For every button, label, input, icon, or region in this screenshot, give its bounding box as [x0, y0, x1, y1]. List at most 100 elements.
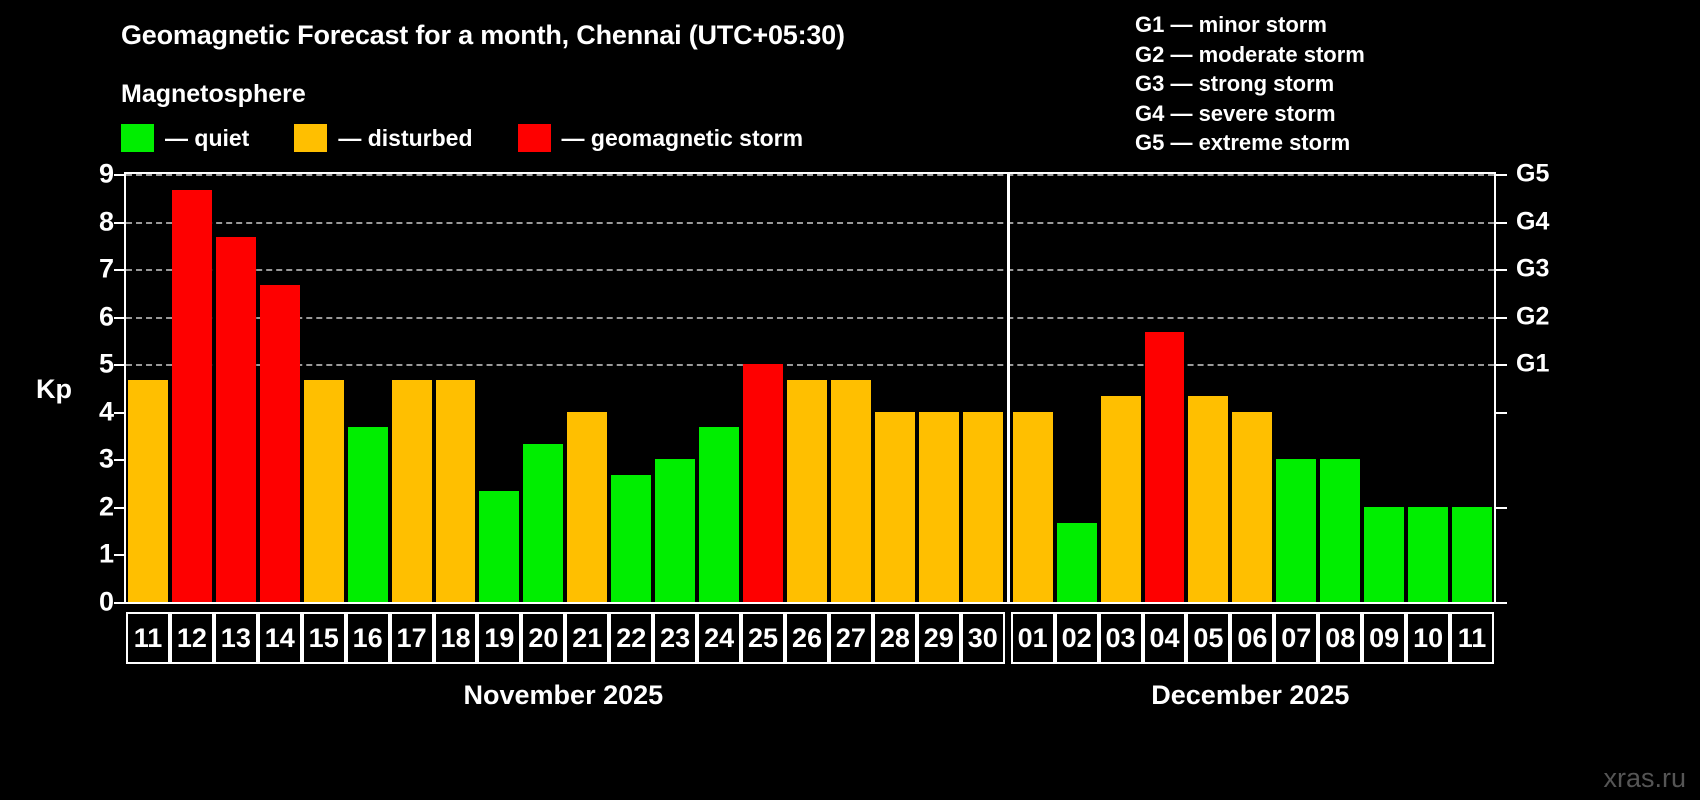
g-tickmark-G5 [1496, 174, 1507, 176]
day-label-22[interactable]: 22 [609, 612, 654, 664]
bar-day-17[interactable] [391, 379, 432, 602]
day-label-11[interactable]: 11 [1450, 612, 1494, 664]
g-tickmark-G3 [1496, 269, 1507, 272]
bar-day-19[interactable] [479, 491, 520, 602]
day-label-07[interactable]: 07 [1274, 612, 1319, 664]
bar-day-26[interactable] [787, 379, 827, 602]
bar-day-10[interactable] [1408, 506, 1449, 602]
kp-tickmark-2 [114, 506, 124, 509]
kp-axis: 0 1 2 3 4 5 6 7 8 9 [62, 159, 114, 617]
kp-tickmark-8 [114, 221, 124, 224]
g-tickmark-G4 [1496, 221, 1507, 224]
day-label-20[interactable]: 20 [521, 612, 566, 664]
day-label-24[interactable]: 24 [697, 612, 742, 664]
day-label-08[interactable]: 08 [1318, 612, 1363, 664]
legend-item-storm: — geomagnetic storm [517, 124, 803, 152]
day-label-29[interactable]: 29 [916, 612, 961, 664]
day-label-09[interactable]: 09 [1362, 612, 1407, 664]
bar-day-30[interactable] [962, 411, 1003, 602]
legend-swatch-disturbed [294, 124, 328, 152]
legend-item-disturbed: — disturbed [294, 124, 473, 152]
bar-day-09[interactable] [1364, 506, 1405, 602]
day-label-25[interactable]: 25 [741, 612, 786, 664]
g-tickmark-G2 [1496, 316, 1507, 319]
day-label-16[interactable]: 16 [345, 612, 390, 664]
day-label-23[interactable]: 23 [653, 612, 698, 664]
bar-day-20[interactable] [523, 443, 564, 602]
bar-day-05[interactable] [1188, 396, 1229, 602]
day-label-02[interactable]: 02 [1054, 612, 1099, 664]
day-label-13[interactable]: 13 [213, 612, 258, 664]
bar-day-14[interactable] [259, 284, 300, 602]
bar-day-21[interactable] [567, 411, 608, 602]
bar-day-11[interactable] [1452, 506, 1492, 602]
day-label-05[interactable]: 05 [1186, 612, 1231, 664]
bar-day-07[interactable] [1276, 459, 1317, 602]
day-label-12[interactable]: 12 [169, 612, 214, 664]
day-label-18[interactable]: 18 [433, 612, 478, 664]
day-label-19[interactable]: 19 [477, 612, 522, 664]
kp-tick-0: 0 [98, 586, 114, 617]
day-label-17[interactable]: 17 [389, 612, 434, 664]
day-label-14[interactable]: 14 [257, 612, 302, 664]
g-tick-G5: G5 [1516, 159, 1550, 188]
page-title: Geomagnetic Forecast for a month, Chenna… [121, 20, 845, 50]
g-tick-G2: G2 [1516, 302, 1550, 331]
bar-day-23[interactable] [655, 459, 696, 602]
day-label-15[interactable]: 15 [301, 612, 346, 664]
bar-day-08[interactable] [1320, 459, 1361, 602]
bar-day-29[interactable] [918, 411, 959, 602]
bar-day-11[interactable] [128, 379, 168, 602]
day-label-03[interactable]: 03 [1098, 612, 1143, 664]
gridline-kp-6 [126, 316, 1494, 319]
g-tick-G4: G4 [1516, 207, 1550, 236]
g-tick-G3: G3 [1516, 254, 1550, 283]
day-label-30[interactable]: 30 [960, 612, 1005, 664]
kp-tickmark-0 [114, 602, 124, 604]
day-label-06[interactable]: 06 [1230, 612, 1275, 664]
g-tickmark-minor-kp-2 [1496, 506, 1507, 509]
g-tick-G1: G1 [1516, 349, 1550, 378]
month-caption-2: December 2025 [1151, 680, 1350, 710]
kp-tickmark-6 [114, 316, 124, 319]
month-caption-1: November 2025 [463, 680, 664, 710]
legend-label-disturbed: — disturbed [338, 124, 473, 151]
bar-day-01[interactable] [1012, 411, 1053, 602]
day-label-21[interactable]: 21 [565, 612, 610, 664]
bar-day-25[interactable] [743, 364, 784, 602]
kp-tick-9: 9 [98, 158, 114, 189]
bar-day-02[interactable] [1056, 522, 1097, 602]
kp-tickmark-7 [114, 269, 124, 272]
g-axis: G1 G2 G3 G4 G5 [1516, 160, 1606, 604]
gscale-legend-line-2: G2 — moderate storm [1135, 41, 1365, 67]
bar-day-15[interactable] [303, 379, 344, 602]
kp-tick-2: 2 [98, 491, 114, 522]
day-label-01[interactable]: 01 [1010, 612, 1055, 664]
gscale-legend-line-4: G4 — severe storm [1135, 100, 1336, 126]
day-label-11[interactable]: 11 [126, 612, 170, 664]
bar-day-22[interactable] [611, 475, 652, 602]
day-label-27[interactable]: 27 [828, 612, 873, 664]
gscale-legend-line-1: G1 — minor storm [1135, 12, 1327, 37]
bar-day-06[interactable] [1232, 411, 1273, 602]
bar-day-13[interactable] [215, 237, 256, 602]
day-label-10[interactable]: 10 [1406, 612, 1451, 664]
bar-day-12[interactable] [171, 189, 212, 602]
bar-day-03[interactable] [1100, 396, 1141, 602]
bar-day-16[interactable] [347, 427, 388, 602]
day-label-28[interactable]: 28 [872, 612, 917, 664]
day-label-26[interactable]: 26 [785, 612, 829, 664]
kp-axis-title: Kp [36, 374, 72, 404]
bar-day-28[interactable] [874, 411, 915, 602]
bar-day-24[interactable] [699, 427, 740, 602]
bar-day-18[interactable] [435, 379, 476, 602]
kp-tick-5: 5 [98, 348, 114, 379]
kp-tickmark-3 [114, 459, 124, 462]
day-label-04[interactable]: 04 [1142, 612, 1187, 664]
watermark: xras.ru [1603, 763, 1686, 793]
bar-day-04[interactable] [1144, 332, 1185, 602]
g-tickmark-minor-kp-0 [1496, 602, 1507, 604]
legend-label-quiet: — quiet [165, 124, 250, 151]
bar-day-27[interactable] [830, 379, 871, 602]
kp-tickmark-9 [114, 174, 124, 176]
